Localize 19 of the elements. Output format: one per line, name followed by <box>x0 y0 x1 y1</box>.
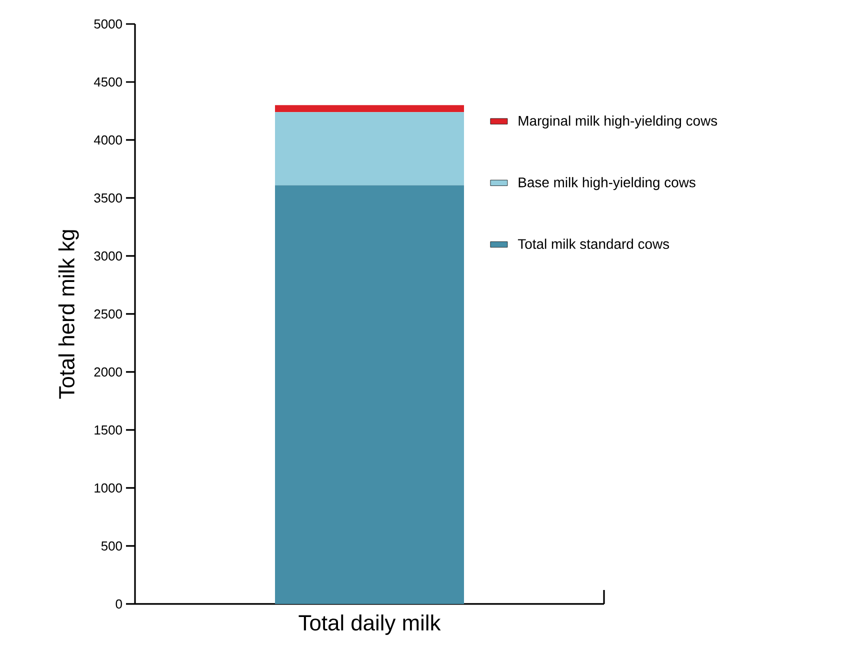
bar <box>275 112 464 186</box>
y-tick-label: 5000 <box>94 19 122 29</box>
y-tick-label: 1000 <box>94 483 122 493</box>
y-tick-label: 4000 <box>94 135 122 145</box>
bar <box>275 185 464 604</box>
y-tick-label: 4500 <box>94 77 122 87</box>
y-tick-label: 1500 <box>94 425 122 435</box>
legend-label: Marginal milk high-yielding cows <box>518 116 718 129</box>
x-tick-label: Total daily milk <box>298 614 441 635</box>
legend-label: Total milk standard cows <box>518 238 670 249</box>
y-axis-title: Total herd milk kg <box>58 230 79 399</box>
legend-label: Base milk high-yielding cows <box>518 177 696 190</box>
y-tick-label: 2500 <box>94 309 122 319</box>
y-tick-label: 2000 <box>94 367 122 377</box>
y-tick-label: 0 <box>116 599 122 609</box>
y-tick-label: 500 <box>101 541 122 551</box>
y-tick-label: 3500 <box>94 193 122 203</box>
bar <box>275 105 464 112</box>
y-tick-label: 3000 <box>94 251 122 261</box>
